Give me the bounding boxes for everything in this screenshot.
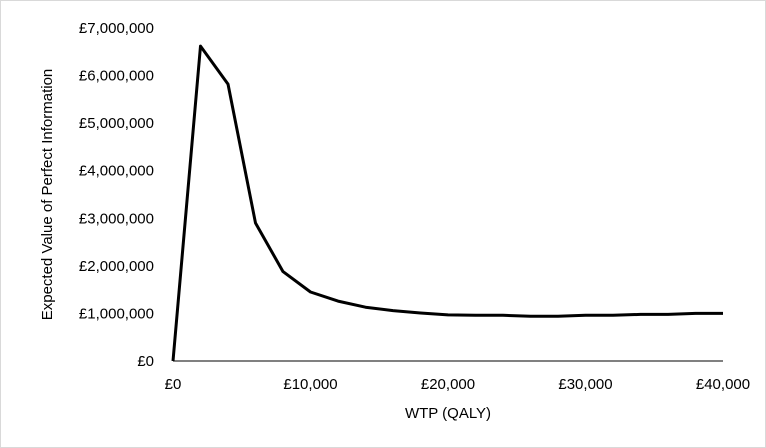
y-tick-label: £3,000,000 bbox=[79, 210, 154, 227]
x-tick-label: £10,000 bbox=[283, 376, 337, 393]
x-axis-tick-labels: £0 £10,000 £20,000 £30,000 £40,000 bbox=[165, 376, 750, 393]
y-tick-label: £4,000,000 bbox=[79, 163, 154, 180]
y-tick-label: £1,000,000 bbox=[79, 305, 154, 322]
x-axis-title: WTP (QALY) bbox=[405, 405, 491, 422]
x-tick-label: £30,000 bbox=[558, 376, 612, 393]
y-tick-label: £5,000,000 bbox=[79, 115, 154, 132]
y-tick-label: £7,000,000 bbox=[79, 20, 154, 37]
x-tick-label: £0 bbox=[165, 376, 182, 393]
y-tick-label: £2,000,000 bbox=[79, 258, 154, 275]
y-axis-tick-labels: £0 £1,000,000 £2,000,000 £3,000,000 £4,000,0… bbox=[79, 20, 154, 370]
y-tick-label: £0 bbox=[137, 353, 154, 370]
y-axis-title: Expected Value of Perfect Information bbox=[39, 69, 56, 321]
series-line bbox=[171, 44, 723, 362]
x-tick-label: £40,000 bbox=[696, 376, 750, 393]
x-tick-label: £20,000 bbox=[421, 376, 475, 393]
y-tick-label: £6,000,000 bbox=[79, 68, 154, 85]
